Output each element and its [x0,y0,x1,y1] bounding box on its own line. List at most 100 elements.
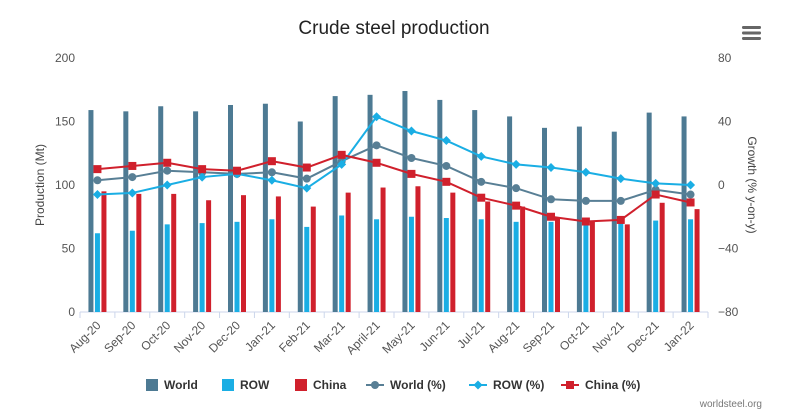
bar-china[interactable] [136,193,142,312]
bar-china[interactable] [380,187,386,312]
bar-china[interactable] [450,192,456,312]
china-point[interactable] [442,177,451,186]
china-point[interactable] [407,169,416,178]
bar-row[interactable] [583,223,589,312]
bar-world[interactable] [193,111,199,312]
bar-china[interactable] [241,195,246,312]
china-point[interactable] [616,215,625,224]
row-point[interactable] [267,175,277,185]
world-point[interactable] [93,176,102,185]
world-point[interactable] [581,196,590,205]
bar-world[interactable] [88,110,94,312]
bar-world[interactable] [646,112,652,312]
bar-world[interactable] [437,99,443,312]
bar-china[interactable] [485,201,491,312]
bar-china[interactable] [275,196,281,312]
bar-world[interactable] [472,110,478,312]
bar-row[interactable] [234,221,240,312]
bar-row[interactable] [164,224,170,312]
bar-china[interactable] [171,193,177,312]
bar-world[interactable] [123,111,129,312]
bar-row[interactable] [548,221,554,312]
china-point[interactable] [372,158,381,167]
china-point[interactable] [198,165,207,174]
bar-row[interactable] [653,220,659,312]
row-point[interactable] [686,180,696,190]
row-point[interactable] [197,172,207,182]
row-point[interactable] [476,151,486,161]
bar-row[interactable] [129,230,135,312]
bar-row[interactable] [269,219,275,312]
row-point[interactable] [546,163,556,173]
row-point[interactable] [441,136,451,146]
world-point[interactable] [128,173,137,182]
bar-row[interactable] [513,221,519,312]
world-point[interactable] [442,161,451,170]
row-point[interactable] [651,178,661,188]
bar-china[interactable] [589,220,595,312]
bar-china[interactable] [555,218,560,312]
bar-china[interactable] [101,191,107,312]
bar-china[interactable] [659,202,665,312]
bar-world[interactable] [332,96,338,312]
bar-china[interactable] [624,224,630,312]
legend-item-china[interactable]: China [295,378,347,392]
credit-text[interactable]: worldsteel.org [699,399,762,410]
bar-row[interactable] [478,219,484,312]
bar-world[interactable] [611,131,617,312]
bar-world[interactable] [367,94,373,312]
china-point[interactable] [267,157,276,166]
bar-china[interactable] [345,192,351,312]
china-point[interactable] [337,150,346,159]
bar-world[interactable] [158,106,164,312]
world-point[interactable] [372,141,381,150]
china-point[interactable] [547,212,555,221]
china-point[interactable] [233,166,241,175]
bar-china[interactable] [206,200,212,312]
menu-icon[interactable] [742,26,761,40]
china-point[interactable] [686,198,695,207]
row-point[interactable] [162,180,172,190]
bar-world[interactable] [576,126,582,312]
row-point[interactable] [511,159,521,169]
legend-item-row[interactable]: ROW [222,378,270,392]
bar-china[interactable] [415,186,421,312]
world-point[interactable] [686,190,695,199]
bar-row[interactable] [374,219,380,312]
china-point[interactable] [93,165,102,174]
bar-china[interactable] [694,209,700,312]
bar-row[interactable] [443,218,449,312]
row-point[interactable] [581,167,591,177]
bar-china[interactable] [520,206,526,312]
bar-row[interactable] [304,226,310,312]
bar-world[interactable] [542,127,547,312]
bar-world[interactable] [507,116,513,312]
world-point[interactable] [477,177,486,186]
row-point[interactable] [372,112,382,122]
row-point[interactable] [302,183,312,193]
row-point[interactable] [92,190,102,200]
bar-world[interactable] [297,121,303,313]
world-point[interactable] [407,154,416,163]
world-point[interactable] [267,168,276,177]
legend-item-world[interactable]: World [146,378,198,392]
bar-row[interactable] [339,215,345,312]
row-point[interactable] [406,126,416,136]
world-point[interactable] [302,174,311,183]
china-point[interactable] [163,158,172,167]
china-point[interactable] [581,217,590,226]
bar-world[interactable] [228,104,233,313]
legend-item-china[interactable]: China (%) [561,378,640,392]
bar-row[interactable] [199,223,205,312]
world-point[interactable] [163,166,172,175]
bar-row[interactable] [618,223,624,312]
legend-item-row[interactable]: ROW (%) [469,378,544,392]
china-point[interactable] [302,163,311,172]
world-point[interactable] [547,195,555,204]
world-point[interactable] [512,184,521,193]
row-point[interactable] [127,188,137,198]
bar-world[interactable] [402,91,408,313]
bar-row[interactable] [94,233,100,312]
bar-china[interactable] [310,206,316,312]
row-point[interactable] [337,159,347,169]
